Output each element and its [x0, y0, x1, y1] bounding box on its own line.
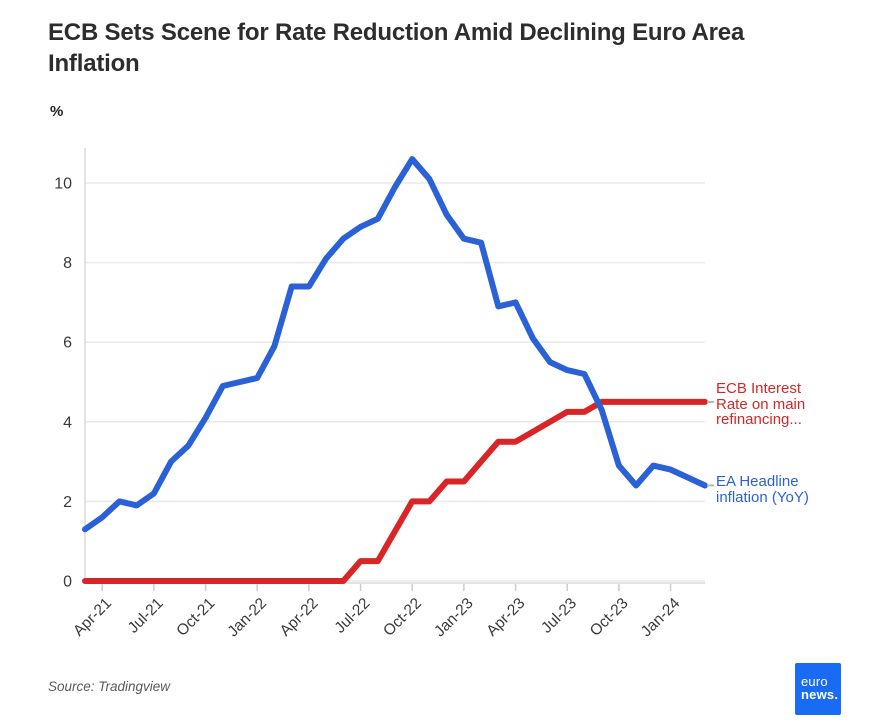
- y-tick-label-10: 10: [54, 176, 72, 193]
- x-tick-label-Apr-22: Apr-22: [277, 595, 322, 640]
- y-tick-label-4: 4: [63, 414, 72, 431]
- x-tick-label-Jan-23: Jan-23: [431, 595, 477, 641]
- x-tick-label-Apr-23: Apr-23: [483, 595, 528, 640]
- x-tick-label-Jul-22: Jul-22: [332, 595, 374, 637]
- legend-ea-line-2: inflation (YoY): [716, 488, 809, 506]
- x-tick-label-Jan-24: Jan-24: [638, 595, 684, 641]
- y-tick-label-6: 6: [63, 335, 72, 352]
- x-tick-label-Jul-23: Jul-23: [538, 595, 580, 637]
- chart-title: ECB Sets Scene for Rate Reduction Amid D…: [48, 19, 745, 77]
- x-tick-label-Oct-22: Oct-22: [380, 595, 425, 640]
- legend-ecb-line-3: refinancing...: [716, 411, 802, 428]
- y-tick-label-8: 8: [63, 255, 72, 272]
- y-tick-label-0: 0: [63, 574, 72, 591]
- x-tick-label-Apr-21: Apr-21: [70, 595, 115, 640]
- x-tick-label-Jan-22: Jan-22: [225, 595, 271, 641]
- x-tick-label-Jul-21: Jul-21: [125, 595, 167, 637]
- legend-ecb-line-1: ECB Interest: [716, 380, 802, 397]
- euronews-logo: euro news.: [795, 663, 841, 715]
- euronews-logo-text-news: news.: [801, 687, 839, 702]
- legend-ea-inflation: EA Headline inflation (YoY): [716, 474, 809, 505]
- x-tick-label-Oct-23: Oct-23: [587, 595, 632, 640]
- source-attribution: Source: Tradingview: [48, 679, 171, 694]
- y-tick-label-2: 2: [63, 494, 72, 511]
- legend-ea-line-1: EA Headline: [716, 473, 799, 490]
- inflation-line: [82, 156, 708, 533]
- y-axis-unit-label: %: [50, 103, 64, 120]
- legend-ecb-rate: ECB Interest Rate on main refinancing...: [716, 381, 805, 428]
- ecb-rate-line: [82, 398, 708, 584]
- legend-ecb-line-2: Rate on main: [716, 395, 806, 413]
- x-tick-label-Oct-21: Oct-21: [173, 595, 218, 640]
- euronews-logo-text-euro: euro: [801, 674, 828, 689]
